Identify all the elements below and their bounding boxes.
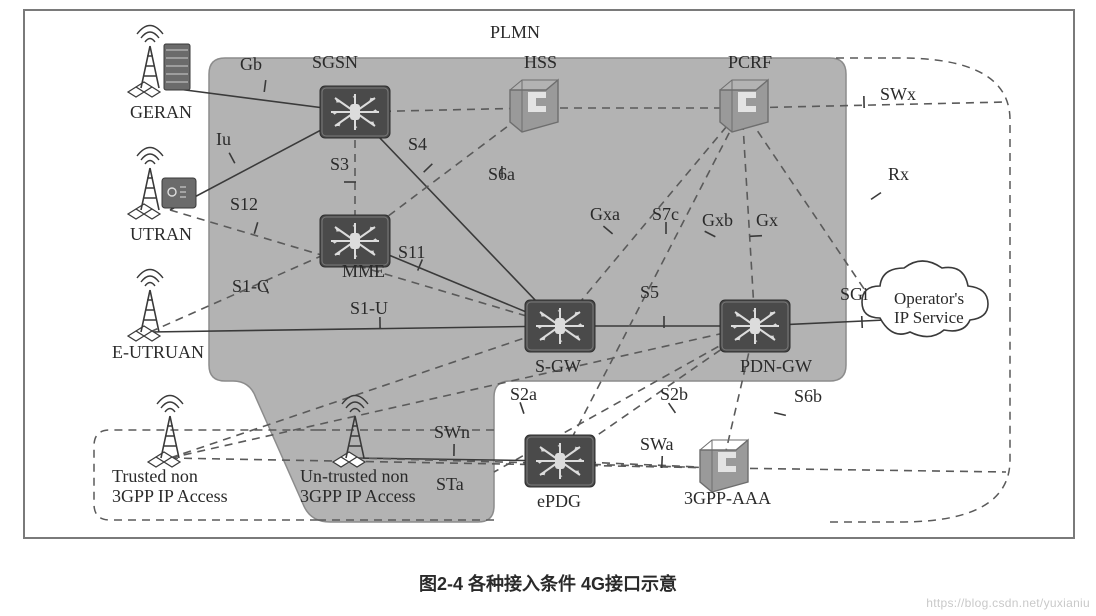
iface-S6b: S6b [794,386,822,406]
node-label-hss: HSS [524,52,557,72]
node-label-geran: GERAN [130,102,192,122]
iface-Iu: Iu [216,129,231,149]
iface-S12: S12 [230,194,258,214]
cloud-label: Operator'sIP Service [894,289,964,327]
iface-S7c: S7c [652,204,679,224]
iface-SWn: SWn [434,422,470,442]
iface-S5: S5 [640,282,659,302]
iface-S2a: S2a [510,384,537,404]
node-label-untrusted: Un-trusted non3GPP IP Access [300,466,416,506]
node-label-sgsn: SGSN [312,52,358,72]
node-sgsn [320,86,390,138]
node-label-sgw: S-GW [535,356,581,376]
iface-S3: S3 [330,154,349,174]
iface-SGi: SGi [840,284,868,304]
iface-S2b: S2b [660,384,688,404]
iface-Gxa: Gxa [590,204,620,224]
node-label-aaa: 3GPP-AAA [684,488,771,508]
node-label-epdg: ePDG [537,491,581,511]
node-epdg [525,435,595,487]
node-mme [320,215,390,267]
iface-SWx: SWx [880,84,916,104]
iface-S1-C: S1-C [232,276,269,296]
iface-Gb: Gb [240,54,262,74]
node-label-eutran: E-UTRUAN [112,342,204,362]
node-label-pdngw: PDN-GW [740,356,812,376]
figure-caption: 图2-4 各种接入条件 4G接口示意 [0,570,1096,596]
iface-28: PLMN [490,22,540,42]
iface-Gxb: Gxb [702,210,733,230]
iface-S1-U: S1-U [350,298,388,318]
iface-S11: S11 [398,242,425,262]
iface-S4: S4 [408,134,427,154]
node-pdngw [720,300,790,352]
node-label-pcrf: PCRF [728,52,772,72]
node-sgw [525,300,595,352]
iface-SWa: SWa [640,434,674,454]
watermark-text: https://blog.csdn.net/yuxianiu [926,596,1090,610]
node-label-mme: MME [342,261,385,281]
node-label-utran: UTRAN [130,224,192,244]
iface-Rx: Rx [888,164,909,184]
iface-S6a: S6a [488,164,515,184]
iface-STa: STa [436,474,464,494]
iface-Gx: Gx [756,210,778,230]
